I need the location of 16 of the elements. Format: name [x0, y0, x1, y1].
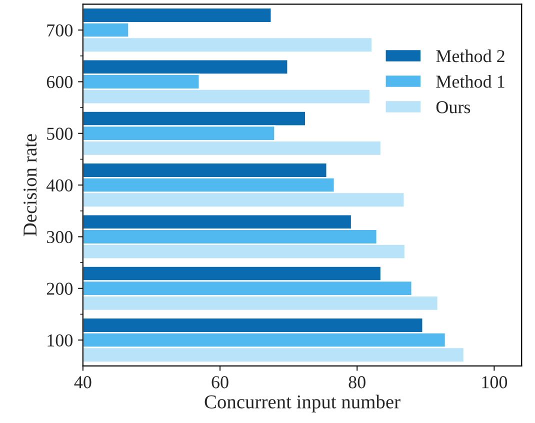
x-tick-label: 100: [482, 376, 508, 388]
x-tick-label: 40: [74, 376, 92, 388]
x-tick-label: 60: [212, 376, 228, 388]
y-tick-label: 400: [46, 179, 73, 192]
y-tick-label: 700: [47, 24, 73, 37]
y-axis-title: Decision rate: [24, 134, 37, 236]
y-tick-label: 200: [46, 282, 73, 295]
x-tick-label: 80: [348, 376, 366, 388]
legend-label: Method 2: [436, 50, 504, 62]
legend-label: Ours: [436, 101, 470, 114]
y-tick-label: 600: [46, 76, 73, 88]
y-tick-label: 500: [47, 128, 73, 140]
y-tick-label: 300: [46, 230, 73, 244]
x-axis-title: Concurrent input number: [204, 394, 400, 412]
y-tick-label: 100: [48, 334, 73, 347]
legend-label: Method 1: [436, 75, 504, 88]
